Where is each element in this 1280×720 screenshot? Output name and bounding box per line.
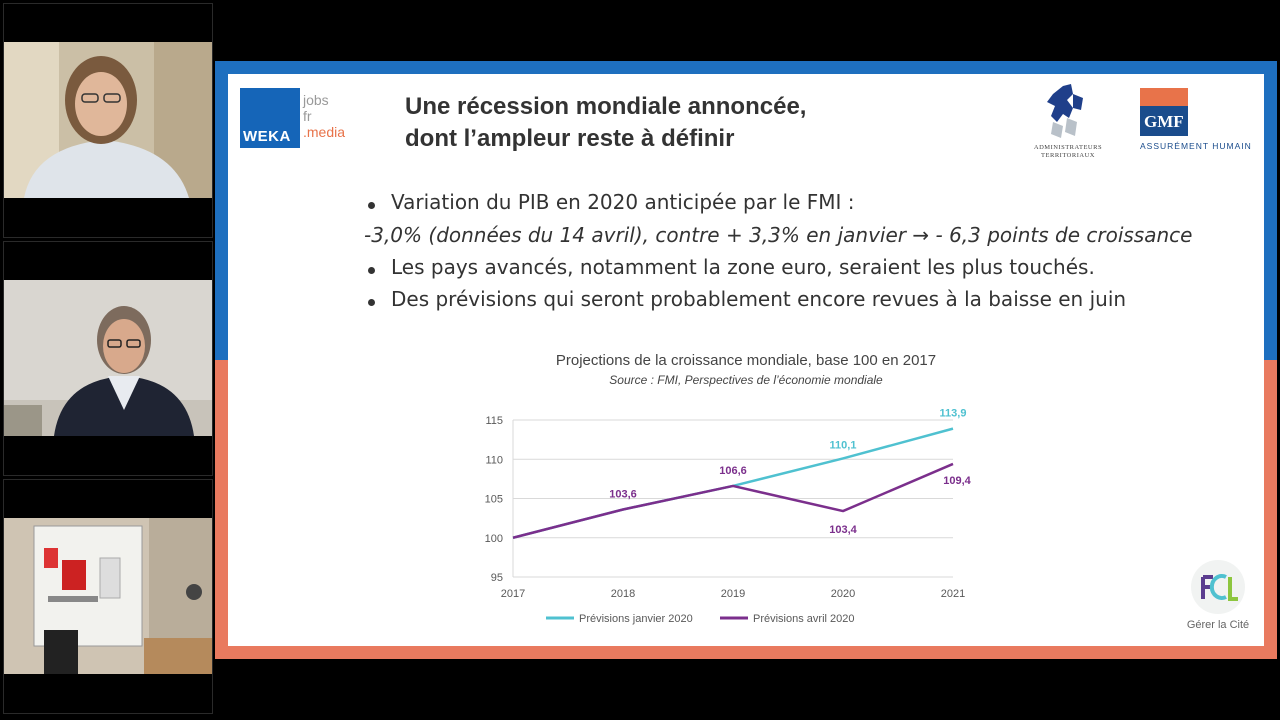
bullet-3: Des prévisions qui seront probablement e… bbox=[391, 287, 1127, 311]
data-label: 110,1 bbox=[830, 439, 857, 451]
x-tick-label: 2019 bbox=[721, 588, 745, 600]
y-tick-label: 95 bbox=[491, 572, 503, 584]
slide-title-line-2: dont l’ampleur reste à définir bbox=[405, 125, 735, 152]
weka-line-1: jobs bbox=[303, 92, 329, 108]
bullet-dot-icon bbox=[368, 267, 375, 274]
fcl-emblem-icon bbox=[1191, 560, 1245, 614]
weka-line-3: .media bbox=[303, 124, 346, 140]
admin-emblem-icon bbox=[1047, 84, 1083, 138]
x-tick-label: 2018 bbox=[611, 588, 635, 600]
administrateurs-territoriaux-logo: ADMINISTRATEURS TERRITORIAUX bbox=[1033, 82, 1103, 162]
admin-logo-caption: ADMINISTRATEURS TERRITORIAUX bbox=[1033, 144, 1103, 160]
weka-logo: WEKA jobs fr .media bbox=[240, 88, 360, 150]
gmf-tagline: ASSURÉMENT HUMAIN bbox=[1140, 141, 1252, 151]
weka-side-text: jobs fr .media bbox=[303, 92, 345, 140]
participant-tile-2[interactable] bbox=[3, 241, 213, 476]
bullet-dot-icon bbox=[368, 299, 375, 306]
chart-title: Projections de la croissance mondiale, b… bbox=[555, 352, 937, 369]
weka-line-2: fr bbox=[303, 108, 312, 124]
gmf-logo-band bbox=[1140, 88, 1188, 106]
y-tick-label: 115 bbox=[485, 415, 503, 427]
bullet-2: Les pays avancés, notamment la zone euro… bbox=[391, 255, 1095, 279]
data-label: 106,6 bbox=[719, 465, 747, 477]
bullet-1: Variation du PIB en 2020 anticipée par l… bbox=[391, 190, 855, 214]
admin-logo-caption-line-2: TERRITORIAUX bbox=[1041, 152, 1095, 159]
participant-tile-1[interactable] bbox=[3, 3, 213, 238]
weka-brand: WEKA bbox=[243, 128, 291, 145]
slide-title-line-1: Une récession mondiale annoncée, bbox=[405, 93, 807, 120]
growth-points-text: - 6,3 points de croissance bbox=[935, 223, 1193, 247]
arrow-right-icon: → bbox=[912, 223, 930, 247]
fcl-logo: Gérer la Cité bbox=[1178, 559, 1258, 639]
data-label: 103,4 bbox=[829, 524, 857, 536]
y-tick-label: 110 bbox=[485, 454, 503, 466]
participant-tile-3[interactable] bbox=[3, 479, 213, 714]
gmf-logo-box: GMF bbox=[1140, 88, 1188, 136]
bullet-1-detail: -3,0% (données du 14 avril), contre + 3,… bbox=[364, 223, 907, 247]
shared-screen: WEKA jobs fr .media Une récession mondia… bbox=[215, 61, 1277, 659]
participant-video-3 bbox=[4, 518, 212, 674]
bullet-1-continuation: -3,0% (données du 14 avril), contre + 3,… bbox=[364, 223, 1192, 247]
growth-chart: 95 100 105 110 115 2017 2018 2019 2020 2021 110,1 1… bbox=[485, 408, 972, 625]
data-label: 109,4 bbox=[943, 475, 971, 487]
legend-label: Prévisions janvier 2020 bbox=[579, 613, 693, 625]
y-tick-label: 100 bbox=[485, 533, 503, 545]
series-line-april bbox=[512, 462, 954, 539]
x-tick-label: 2021 bbox=[941, 588, 965, 600]
fcl-caption: Gérer la Cité bbox=[1186, 619, 1250, 631]
y-tick-label: 105 bbox=[485, 494, 503, 506]
x-tick-label: 2020 bbox=[831, 588, 855, 600]
bullet-dot-icon bbox=[368, 202, 375, 209]
slide-content: WEKA jobs fr .media Une récession mondia… bbox=[228, 74, 1264, 646]
data-label: 103,6 bbox=[609, 488, 637, 500]
gmf-brand: GMF bbox=[1144, 112, 1184, 131]
admin-logo-caption-line-1: ADMINISTRATEURS bbox=[1033, 144, 1103, 151]
x-tick-label: 2017 bbox=[501, 588, 525, 600]
gmf-logo: GMF ASSURÉMENT HUMAIN bbox=[1140, 88, 1260, 158]
slide-title: Une récession mondiale annoncée, dont l’… bbox=[405, 91, 806, 155]
participant-video-2 bbox=[4, 280, 212, 436]
data-label: 113,9 bbox=[940, 408, 967, 420]
weka-logo-box: WEKA bbox=[240, 88, 300, 148]
chart-source: Source : FMI, Perspectives de l’économie… bbox=[609, 373, 883, 387]
participant-video-1 bbox=[4, 42, 212, 198]
legend-label: Prévisions avril 2020 bbox=[753, 613, 855, 625]
